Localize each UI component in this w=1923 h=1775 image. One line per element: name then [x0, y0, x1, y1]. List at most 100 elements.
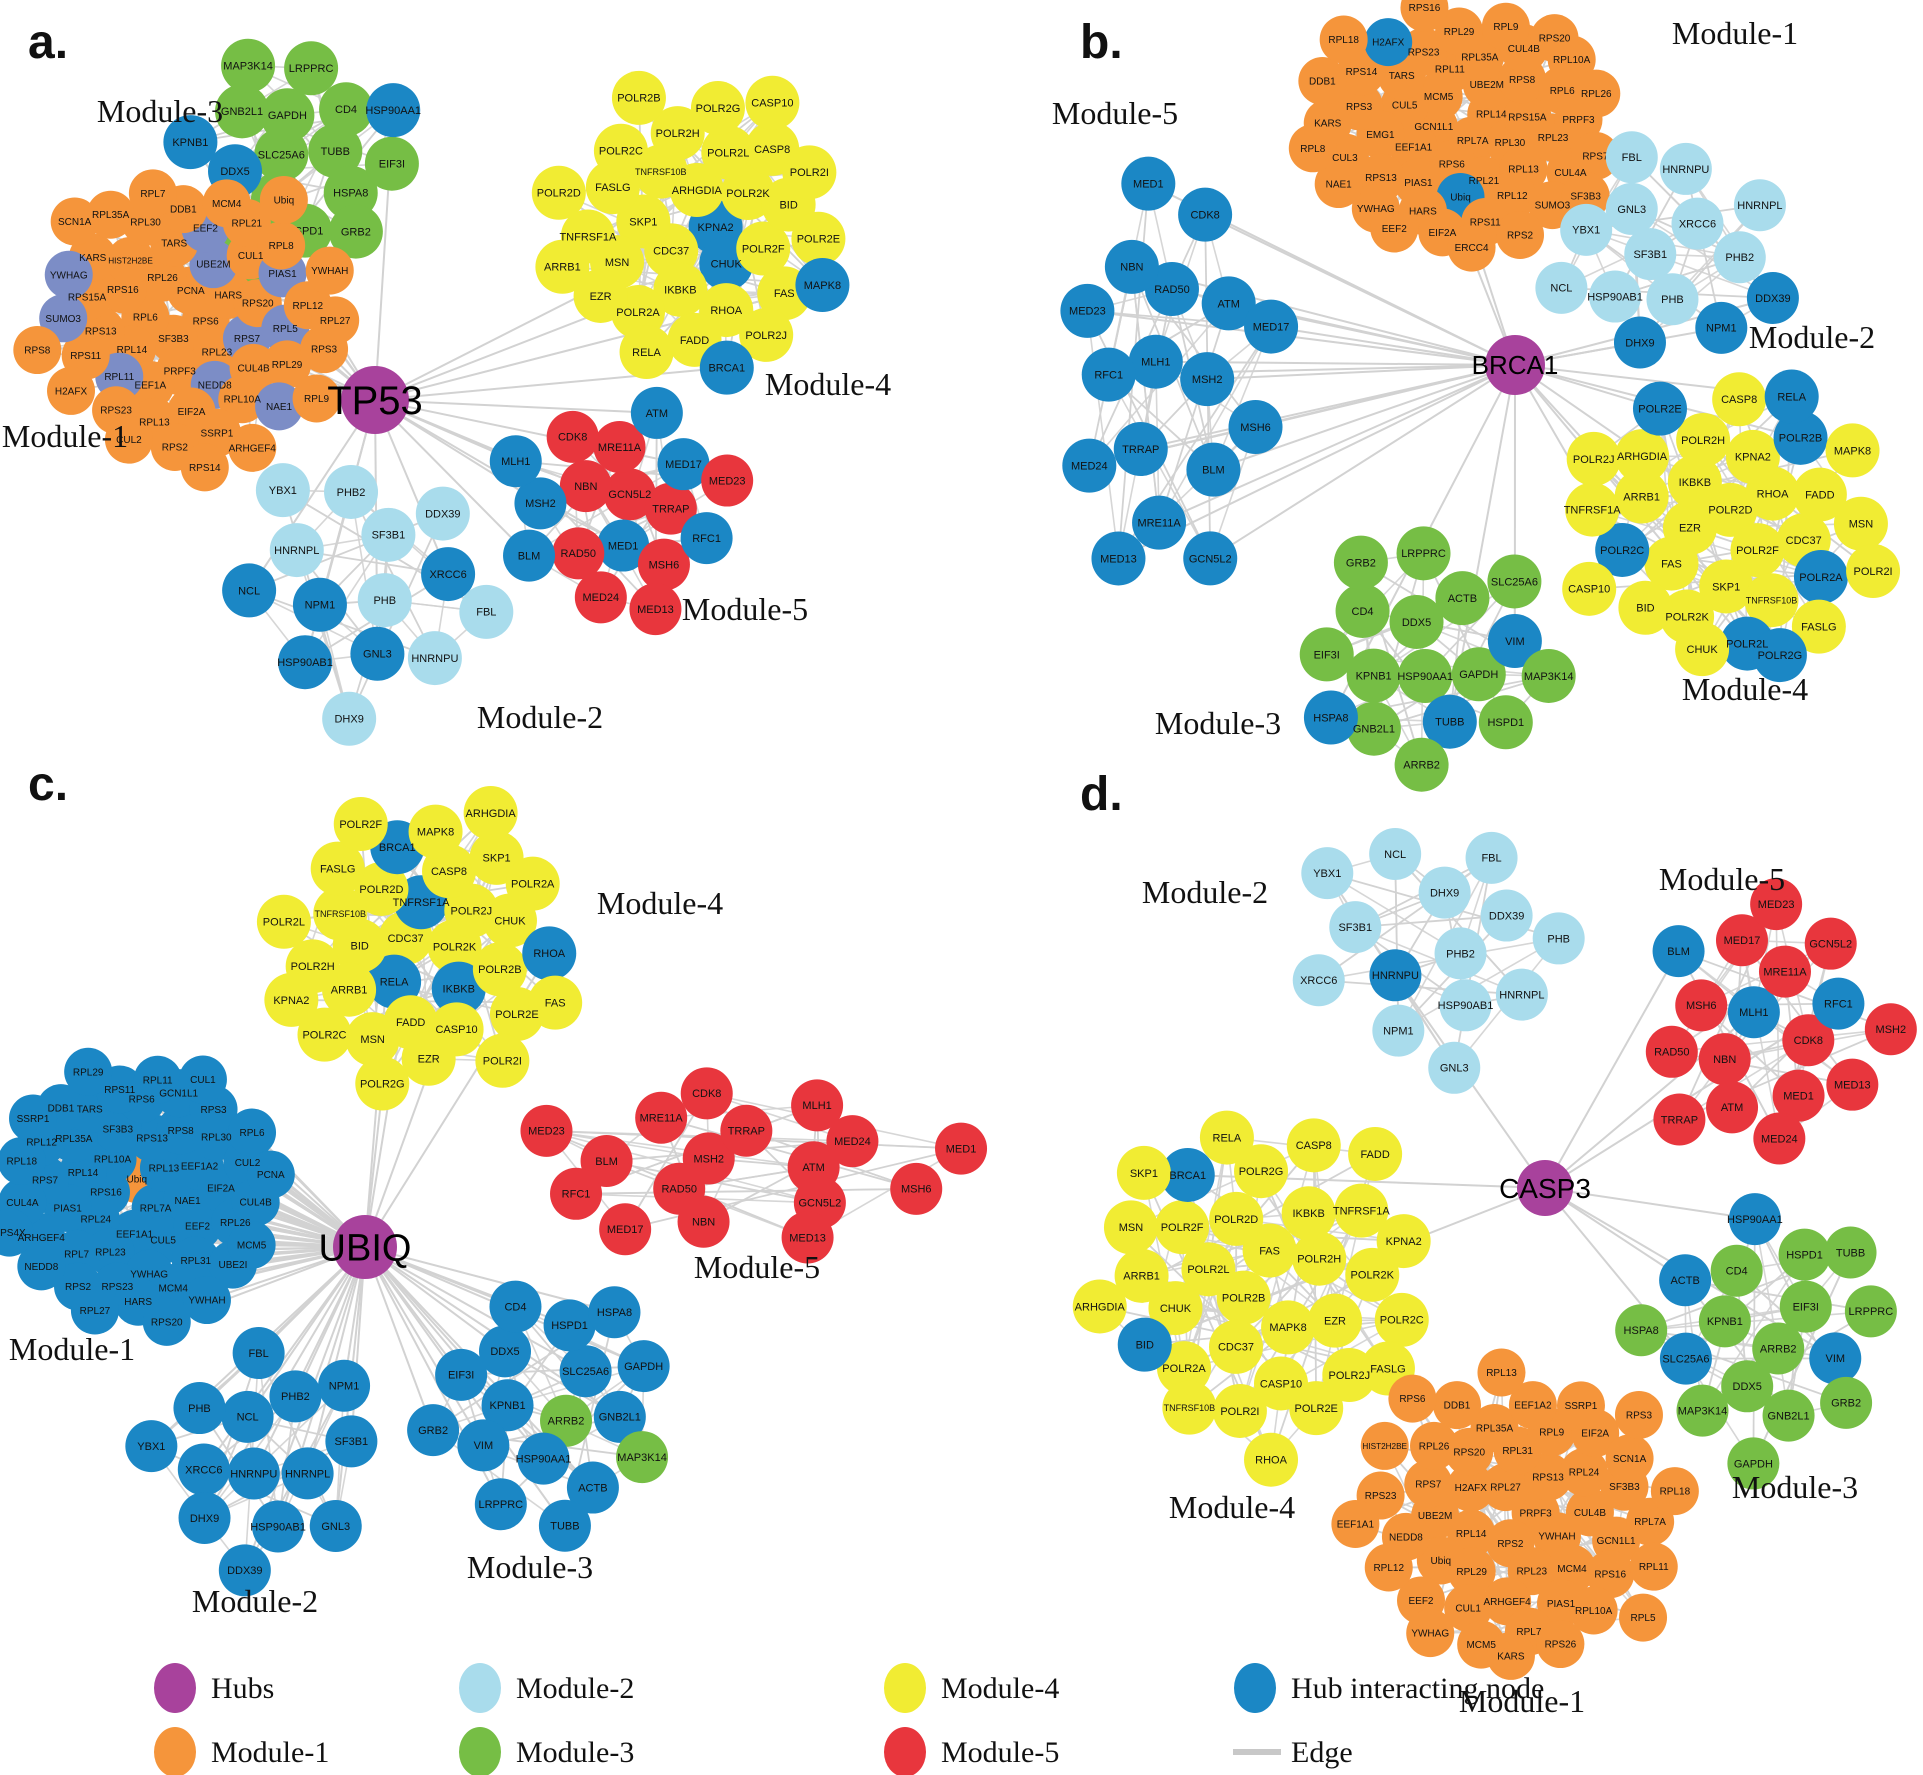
- node-a-EZR[interactable]: [573, 268, 628, 323]
- node-d-POLR2L[interactable]: [1181, 1242, 1236, 1297]
- node-c-EIF3I[interactable]: [435, 1348, 488, 1401]
- node-d-H2AFX[interactable]: [1446, 1463, 1495, 1512]
- node-c-NEDD8[interactable]: [17, 1242, 66, 1291]
- node-a-MRE11A[interactable]: [593, 420, 646, 473]
- node-a-RPL9[interactable]: [292, 374, 341, 423]
- node-a-POLR2G[interactable]: [690, 81, 745, 136]
- node-a-CD4[interactable]: [319, 82, 374, 137]
- node-d-MLH1[interactable]: [1727, 986, 1780, 1039]
- node-a-HSP90AB1[interactable]: [278, 635, 333, 690]
- node-d-RPL11[interactable]: [1629, 1542, 1678, 1591]
- node-c-NBN[interactable]: [677, 1195, 730, 1248]
- node-c-MED13[interactable]: [781, 1211, 834, 1264]
- node-d-SLC25A6[interactable]: [1659, 1332, 1712, 1385]
- node-a-NPM1[interactable]: [292, 577, 347, 632]
- node-b-POLR2J[interactable]: [1566, 431, 1621, 486]
- node-c-POLR2B[interactable]: [472, 942, 527, 997]
- node-d-POLR2D[interactable]: [1209, 1191, 1264, 1246]
- node-a-UBE2M[interactable]: [189, 240, 238, 289]
- node-d-GRB2[interactable]: [1820, 1376, 1873, 1429]
- node-d-RPL5[interactable]: [1619, 1593, 1668, 1642]
- node-d-FBL[interactable]: [1465, 831, 1518, 884]
- node-a-POLR2I[interactable]: [782, 145, 837, 200]
- node-d-BRCA1[interactable]: [1160, 1147, 1215, 1202]
- node-d-KPNA2[interactable]: [1376, 1214, 1431, 1269]
- node-d-RPS7[interactable]: [1404, 1459, 1453, 1508]
- node-d-MED23[interactable]: [1750, 878, 1803, 931]
- node-b-MED13[interactable]: [1091, 531, 1146, 586]
- node-d-EEF1A1[interactable]: [1331, 1500, 1380, 1549]
- node-b-RPS16[interactable]: [1400, 0, 1449, 32]
- node-b-ARHGDIA[interactable]: [1615, 429, 1670, 484]
- node-d-TNFRSF10B[interactable]: [1162, 1380, 1217, 1435]
- node-b-H2AFX[interactable]: [1364, 18, 1413, 67]
- node-d-XRCC6[interactable]: [1292, 954, 1345, 1007]
- node-a-GNB2L1[interactable]: [215, 84, 270, 139]
- node-a-SCN1A[interactable]: [50, 197, 99, 246]
- node-b-KPNB1[interactable]: [1346, 648, 1401, 703]
- node-c-RPL6[interactable]: [228, 1108, 277, 1157]
- node-c-MED24[interactable]: [826, 1115, 879, 1168]
- node-a-FBL[interactable]: [459, 584, 514, 639]
- node-a-HIST2H2BE[interactable]: [106, 236, 155, 285]
- node-c-YWHAH[interactable]: [182, 1276, 231, 1325]
- node-c-POLR2D[interactable]: [354, 861, 409, 916]
- node-a-CUL2[interactable]: [104, 415, 153, 464]
- node-d-CDC37[interactable]: [1209, 1319, 1264, 1374]
- node-d-HSP90AB1[interactable]: [1439, 979, 1492, 1032]
- node-a-MED24[interactable]: [574, 571, 627, 624]
- node-d-MSH6[interactable]: [1675, 979, 1728, 1032]
- node-d-SSRP1[interactable]: [1556, 1381, 1605, 1430]
- node-a-POLR2C[interactable]: [593, 123, 648, 178]
- node-d-ARRB2[interactable]: [1752, 1322, 1805, 1375]
- node-c-PHB[interactable]: [173, 1382, 226, 1435]
- node-c-POLR2G[interactable]: [355, 1056, 410, 1111]
- node-b-MRE11A[interactable]: [1132, 495, 1187, 550]
- node-a-CASP10[interactable]: [745, 75, 800, 130]
- node-c-POLR2I[interactable]: [475, 1033, 530, 1088]
- node-b-FADD[interactable]: [1792, 467, 1847, 522]
- node-c-HSP90AB1[interactable]: [252, 1500, 305, 1553]
- node-c-RFC1[interactable]: [550, 1167, 603, 1220]
- node-a-IKBKB[interactable]: [653, 262, 708, 317]
- node-d-RPS26[interactable]: [1536, 1620, 1585, 1669]
- node-d-RPS3[interactable]: [1614, 1390, 1663, 1439]
- node-b-TNFRSF10B[interactable]: [1744, 573, 1799, 628]
- node-b-HNRNPL[interactable]: [1733, 179, 1786, 232]
- node-d-PHB[interactable]: [1532, 912, 1585, 965]
- hub-node-UBIQ[interactable]: [333, 1215, 397, 1279]
- node-d-GAPDH[interactable]: [1727, 1437, 1780, 1490]
- node-a-POLR2E[interactable]: [791, 211, 846, 266]
- node-a-DDX39[interactable]: [415, 486, 470, 541]
- node-b-TRRAP[interactable]: [1113, 422, 1168, 477]
- node-a-POLR2F[interactable]: [736, 221, 791, 276]
- node-d-RPL24[interactable]: [1560, 1448, 1609, 1497]
- node-d-FADD[interactable]: [1348, 1126, 1403, 1181]
- node-b-POLR2A[interactable]: [1793, 549, 1848, 604]
- node-a-NBN[interactable]: [559, 460, 612, 513]
- node-d-MAPK8[interactable]: [1261, 1300, 1316, 1355]
- node-c-ARRB2[interactable]: [540, 1394, 593, 1447]
- node-b-RPS20[interactable]: [1530, 14, 1579, 63]
- node-c-DDX5[interactable]: [478, 1325, 531, 1378]
- node-b-PHB[interactable]: [1646, 273, 1699, 326]
- node-d-MED1[interactable]: [1772, 1069, 1825, 1122]
- node-b-IKBKB[interactable]: [1667, 455, 1722, 510]
- node-d-DDX5[interactable]: [1721, 1360, 1774, 1413]
- node-b-RPL18[interactable]: [1319, 15, 1368, 64]
- node-c-TRRAP[interactable]: [720, 1104, 773, 1157]
- node-b-DDX5[interactable]: [1389, 594, 1444, 649]
- hub-node-TP53[interactable]: [341, 366, 409, 434]
- node-a-LRPPRC[interactable]: [284, 41, 339, 96]
- node-b-RFC1[interactable]: [1081, 347, 1136, 402]
- node-d-DHX9[interactable]: [1418, 866, 1471, 919]
- hub-node-CASP3[interactable]: [1517, 1160, 1573, 1216]
- node-b-FASLG[interactable]: [1791, 599, 1846, 654]
- node-b-MSH2[interactable]: [1180, 352, 1235, 407]
- node-a-YBX1[interactable]: [255, 463, 310, 518]
- node-d-POLR2H[interactable]: [1292, 1231, 1347, 1286]
- node-c-CD4[interactable]: [489, 1280, 542, 1333]
- node-c-RPS4X[interactable]: [0, 1208, 34, 1257]
- node-d-RPL13[interactable]: [1477, 1348, 1526, 1397]
- node-d-LRPPRC[interactable]: [1844, 1285, 1897, 1338]
